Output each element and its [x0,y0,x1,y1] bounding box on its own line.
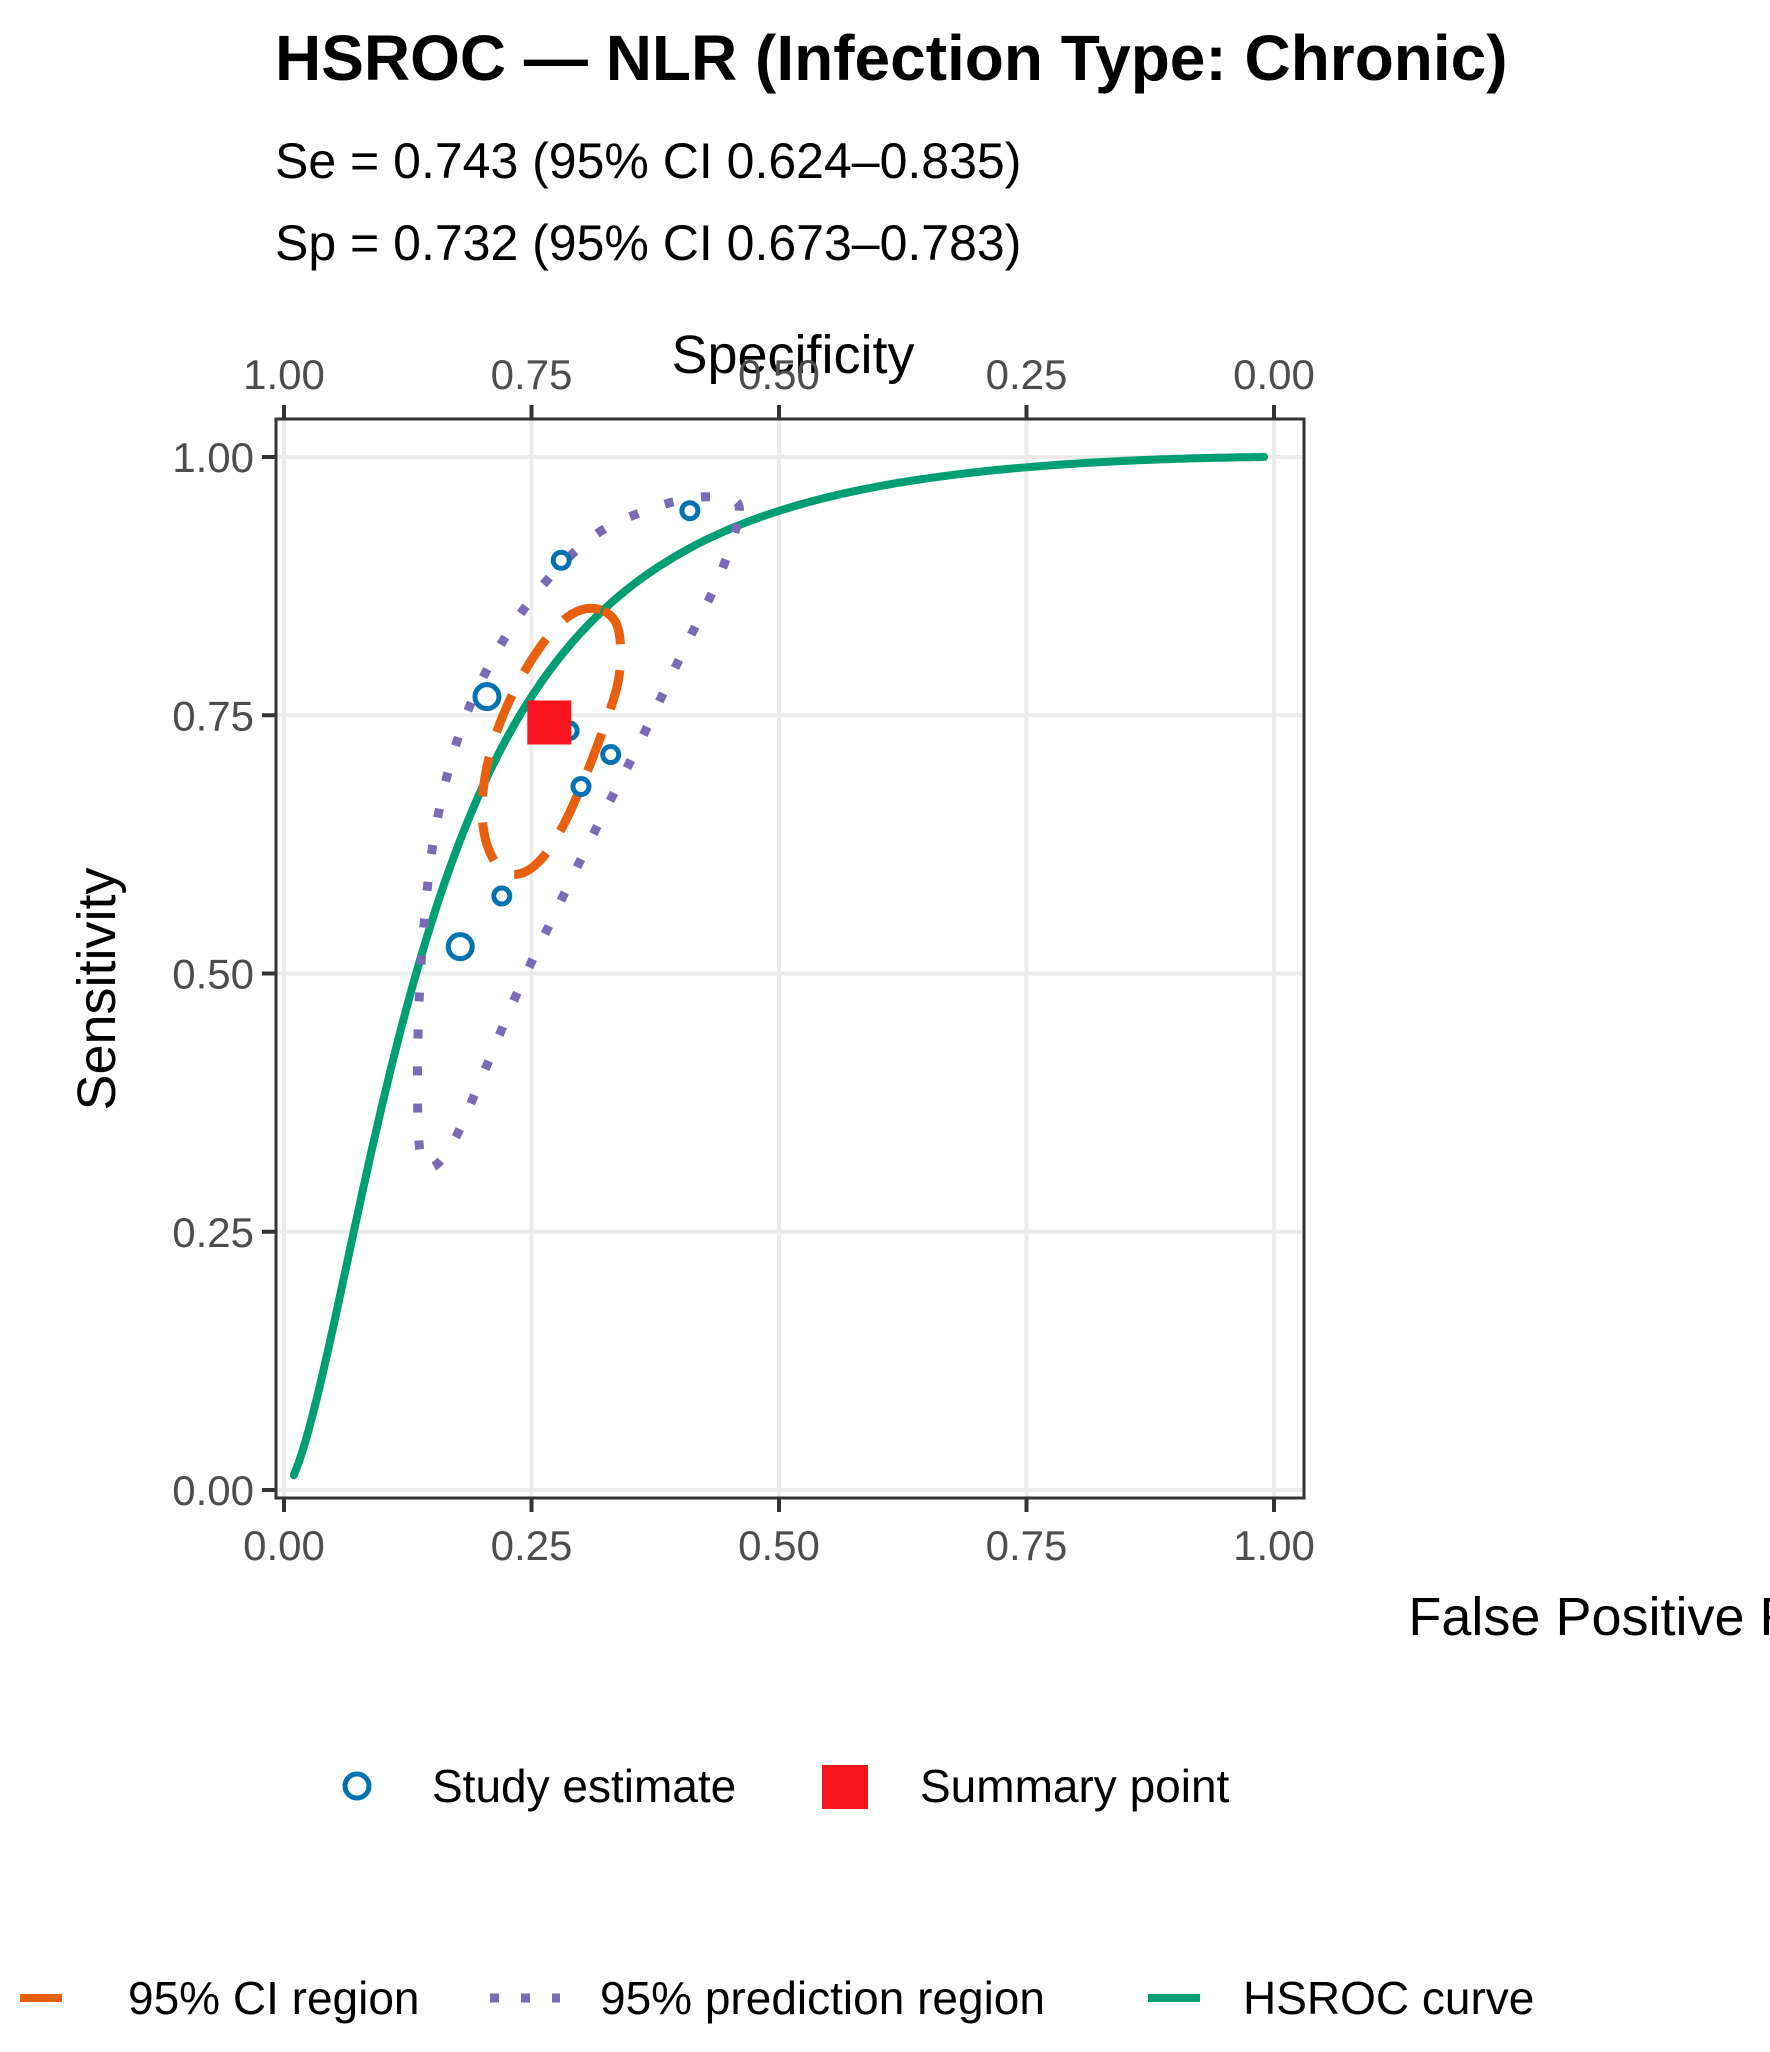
study-point [491,885,513,907]
x-tick-label: 0.50 [738,1522,820,1569]
study-point [570,776,592,798]
legend-ci-label: 95% CI region [128,1972,420,2024]
y-tick-label: 0.50 [172,951,254,998]
hsroc-curve [289,453,1269,1480]
legend-study-key [342,1771,372,1801]
x-tick-label: 0.00 [243,1522,325,1569]
study-point [472,682,502,712]
summary-point [527,700,572,745]
legend-curve-label: HSROC curve [1243,1972,1534,2024]
subtitle-specificity: Sp = 0.732 (95% CI 0.673–0.783) [275,215,1021,271]
legend: Study estimate Summary point 95% CI region… [20,1760,1534,2024]
x2-tick-label: 0.25 [986,351,1068,398]
grid-lines [274,417,1306,1500]
x2-tick-label: 0.00 [1233,351,1315,398]
y-tick-label: 0.00 [172,1467,254,1514]
chart-title: HSROC — NLR (Infection Type: Chronic) [275,22,1508,94]
ci-region [477,603,626,880]
legend-study-label: Study estimate [432,1760,736,1812]
y-tick-label: 0.25 [172,1209,254,1256]
y-tick-label: 0.75 [172,692,254,739]
legend-prediction-label: 95% prediction region [600,1972,1045,2024]
study-point [445,932,475,962]
x2-axis-title: Specificity [671,325,914,385]
x2-tick-label: 0.50 [738,351,820,398]
plot-area [289,453,1269,1480]
legend-summary-label: Summary point [920,1760,1230,1812]
study-point [679,500,701,522]
y-axis-title: Sensitivity [67,867,127,1110]
study-point [600,744,622,766]
panel-border [274,417,1306,1500]
x-tick-label: 0.75 [986,1522,1068,1569]
x-tick-label: 0.25 [491,1522,573,1569]
y-tick-label: 1.00 [172,434,254,481]
legend-summary-key [822,1765,868,1809]
x2-tick-label: 1.00 [243,351,325,398]
x2-tick-label: 0.75 [491,351,573,398]
x-tick-label: 1.00 [1233,1522,1315,1569]
axis-ticks: 0.00 1.00 0.00 0.25 0.75 0.25 0.50 0.50 0.50 0.75… [172,351,1315,1569]
subtitle-sensitivity: Se = 0.743 (95% CI 0.624–0.835) [275,133,1021,189]
study-point [550,549,572,571]
x-axis-title: False Positive Rate [1408,1587,1770,1647]
